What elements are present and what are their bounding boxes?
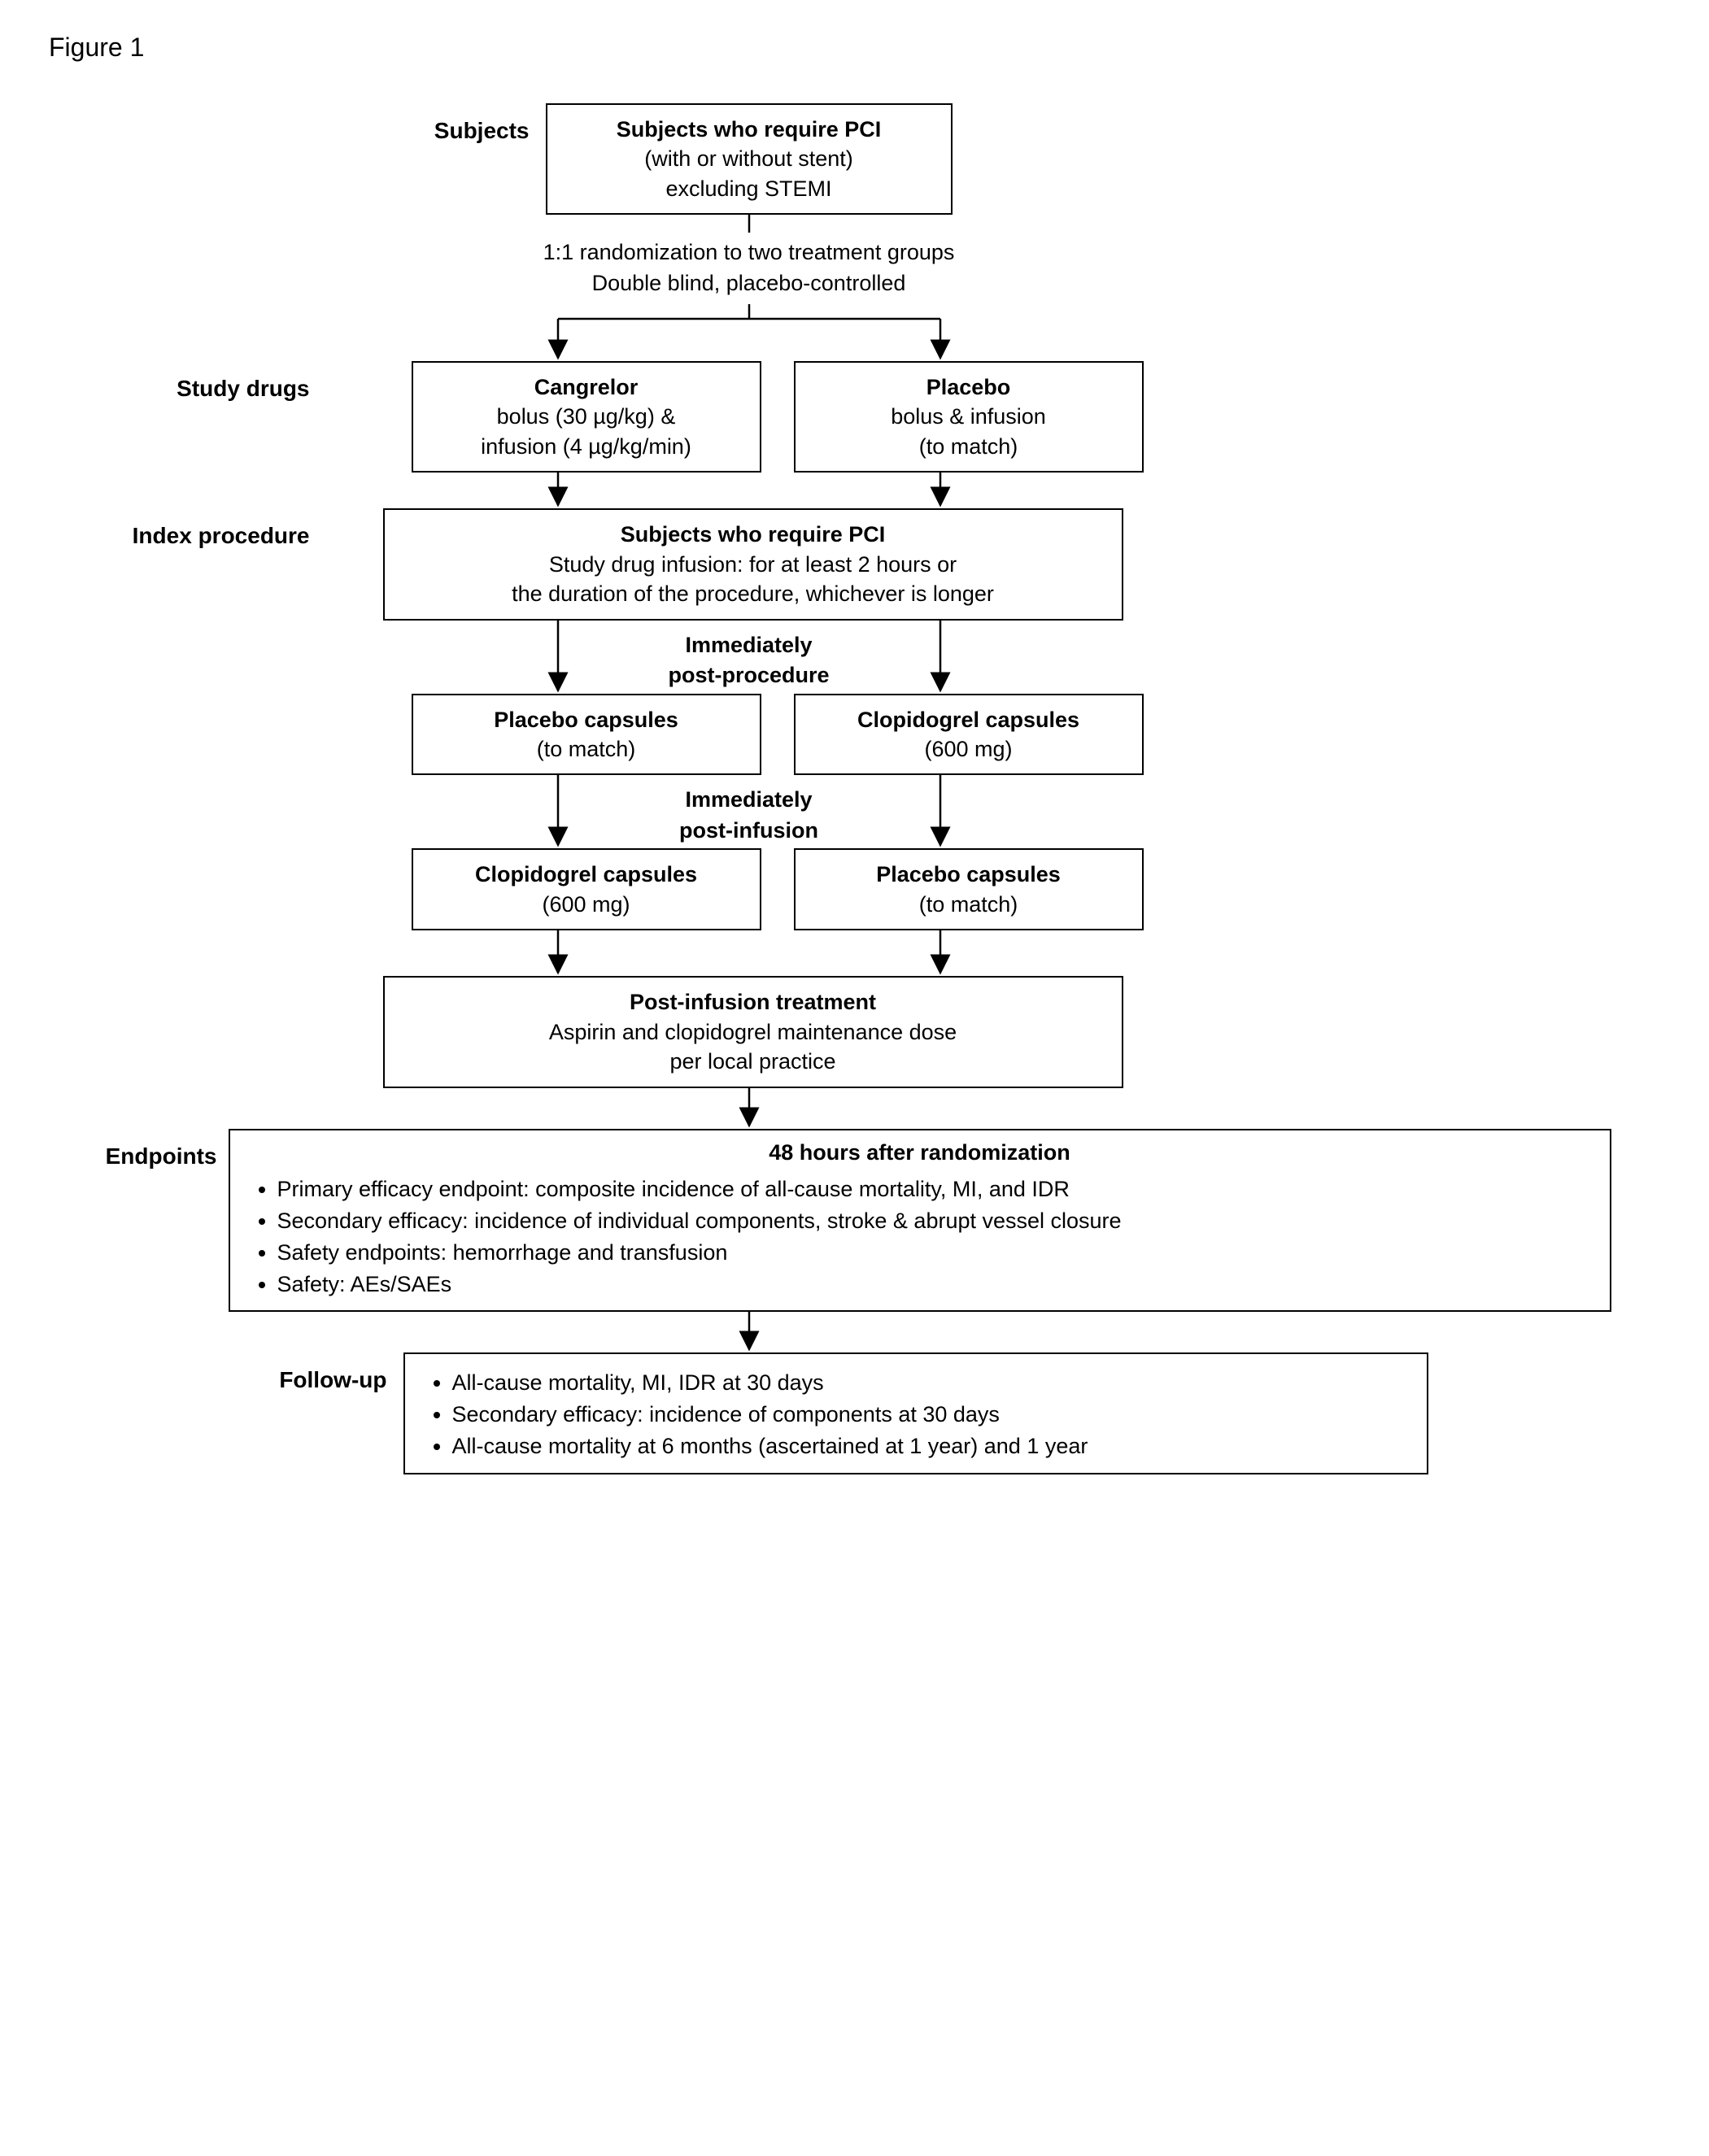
label-subjects: Subjects — [82, 103, 546, 144]
connector-to-followup — [326, 1312, 1546, 1352]
randomization-text: 1:1 randomization to two treatment group… — [326, 233, 1172, 304]
followup-bullets: All-cause mortality, MI, IDR at 30 days … — [405, 1354, 1427, 1472]
post-inf-clopidogrel-box: Clopidogrel capsules (600 mg) — [412, 848, 761, 930]
index-line3: the duration of the procedure, whichever… — [403, 579, 1104, 608]
placebo-drug-line3: (to match) — [813, 432, 1124, 461]
figure-title: Figure 1 — [49, 33, 1660, 63]
post-proc-clopidogrel-line2: (600 mg) — [813, 734, 1124, 764]
label-followup: Follow-up — [82, 1352, 403, 1393]
cangrelor-line3: infusion (4 µg/kg/min) — [431, 432, 742, 461]
placebo-drug-box: Placebo bolus & infusion (to match) — [794, 361, 1144, 473]
placebo-drug-title: Placebo — [813, 372, 1124, 402]
post-proc-clopidogrel-title: Clopidogrel capsules — [813, 705, 1124, 734]
post-inf-placebo-title: Placebo capsules — [813, 860, 1124, 889]
label-endpoints: Endpoints — [82, 1129, 229, 1169]
index-line2: Study drug infusion: for at least 2 hour… — [403, 550, 1104, 579]
post-proc-placebo-title: Placebo capsules — [431, 705, 742, 734]
followup-box: All-cause mortality, MI, IDR at 30 days … — [403, 1352, 1428, 1474]
randomization-line2: Double blind, placebo-controlled — [326, 268, 1172, 299]
connector-split-drugs — [326, 304, 1546, 361]
followup-bullet-1: Secondary efficacy: incidence of compone… — [452, 1399, 1409, 1431]
post-infusion-line1: Immediately — [578, 785, 920, 816]
post-proc-placebo-box: Placebo capsules (to match) — [412, 694, 761, 776]
endpoints-bullet-1: Secondary efficacy: incidence of individ… — [277, 1205, 1592, 1237]
index-title: Subjects who require PCI — [403, 520, 1104, 549]
connector-to-treatment — [326, 930, 1546, 976]
endpoints-box: 48 hours after randomization Primary eff… — [229, 1129, 1611, 1313]
flowchart-diagram: Subjects Subjects who require PCI (with … — [82, 103, 1628, 1474]
cangrelor-line2: bolus (30 µg/kg) & — [431, 402, 742, 431]
post-infusion-line2: post-infusion — [578, 816, 920, 847]
post-infusion-treatment-box: Post-infusion treatment Aspirin and clop… — [383, 976, 1123, 1087]
connector-to-index — [326, 473, 1546, 508]
subjects-box-line2: (with or without stent) — [565, 144, 933, 173]
post-infusion-label: Immediately post-infusion — [578, 780, 920, 852]
subjects-box: Subjects who require PCI (with or withou… — [546, 103, 953, 215]
randomization-line1: 1:1 randomization to two treatment group… — [326, 237, 1172, 268]
label-study-drugs: Study drugs — [82, 361, 326, 402]
subjects-box-line3: excluding STEMI — [565, 174, 933, 203]
treatment-line3: per local practice — [403, 1047, 1104, 1076]
connector-stem-1 — [326, 215, 1546, 233]
cangrelor-box: Cangrelor bolus (30 µg/kg) & infusion (4… — [412, 361, 761, 473]
post-inf-clopidogrel-title: Clopidogrel capsules — [431, 860, 742, 889]
endpoints-bullets: Primary efficacy endpoint: composite inc… — [230, 1165, 1610, 1311]
endpoints-bullet-2: Safety endpoints: hemorrhage and transfu… — [277, 1237, 1592, 1269]
followup-bullet-2: All-cause mortality at 6 months (ascerta… — [452, 1431, 1409, 1462]
post-inf-placebo-line2: (to match) — [813, 890, 1124, 919]
post-inf-clopidogrel-line2: (600 mg) — [431, 890, 742, 919]
post-procedure-line2: post-procedure — [578, 660, 920, 691]
followup-bullet-0: All-cause mortality, MI, IDR at 30 days — [452, 1367, 1409, 1399]
placebo-drug-line2: bolus & infusion — [813, 402, 1124, 431]
label-index-procedure: Index procedure — [82, 508, 326, 549]
post-proc-clopidogrel-box: Clopidogrel capsules (600 mg) — [794, 694, 1144, 776]
post-procedure-line1: Immediately — [578, 630, 920, 661]
treatment-line2: Aspirin and clopidogrel maintenance dose — [403, 1017, 1104, 1047]
connector-to-endpoints — [326, 1088, 1546, 1129]
cangrelor-title: Cangrelor — [431, 372, 742, 402]
post-proc-placebo-line2: (to match) — [431, 734, 742, 764]
index-procedure-box: Subjects who require PCI Study drug infu… — [383, 508, 1123, 620]
subjects-box-title: Subjects who require PCI — [565, 115, 933, 144]
endpoints-title: 48 hours after randomization — [230, 1130, 1610, 1165]
post-inf-placebo-box: Placebo capsules (to match) — [794, 848, 1144, 930]
post-procedure-label: Immediately post-procedure — [578, 625, 920, 697]
endpoints-bullet-3: Safety: AEs/SAEs — [277, 1269, 1592, 1300]
treatment-title: Post-infusion treatment — [403, 987, 1104, 1017]
endpoints-bullet-0: Primary efficacy endpoint: composite inc… — [277, 1174, 1592, 1205]
